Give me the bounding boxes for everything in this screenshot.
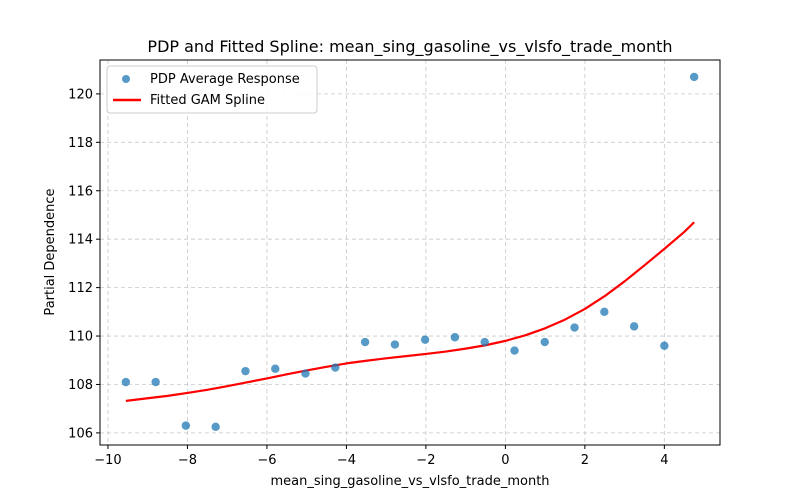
pdp-point bbox=[390, 340, 400, 349]
x-axis-label: mean_sing_gasoline_vs_vlsfo_trade_month bbox=[270, 474, 549, 489]
y-tick-label: 118 bbox=[68, 136, 93, 151]
y-tick-label: 106 bbox=[68, 426, 93, 441]
plot-frame bbox=[99, 59, 721, 446]
pdp-point bbox=[181, 421, 191, 430]
x-tick-label: −4 bbox=[337, 453, 356, 468]
pdp-point bbox=[331, 363, 340, 372]
y-tick-label: 114 bbox=[68, 233, 93, 248]
pdp-point bbox=[121, 377, 131, 387]
legend: PDP Average Response Fitted GAM Spline bbox=[106, 65, 318, 114]
y-tick-label: 116 bbox=[68, 184, 93, 199]
x-tick-label: 4 bbox=[660, 453, 668, 468]
legend-marker-pdp bbox=[122, 75, 130, 83]
legend-box bbox=[106, 65, 318, 114]
x-axis: −10 −8 −6 −4 −2 0 2 4 bbox=[94, 445, 668, 468]
y-tick-label: 110 bbox=[68, 330, 93, 345]
legend-label-pdp: PDP Average Response bbox=[150, 72, 300, 87]
x-tick-label: 0 bbox=[501, 453, 509, 468]
chart-title: PDP and Fitted Spline: mean_sing_gasolin… bbox=[147, 37, 672, 57]
pdp-point bbox=[689, 72, 699, 82]
scatter-layer bbox=[121, 72, 699, 432]
pdp-point bbox=[151, 377, 160, 387]
x-tick-label: −8 bbox=[178, 453, 197, 468]
y-tick-label: 108 bbox=[68, 378, 93, 393]
spline-layer bbox=[125, 221, 695, 403]
y-axis: 106 108 110 112 114 116 118 120 bbox=[68, 87, 100, 441]
pdp-point bbox=[241, 366, 250, 376]
x-tick-label: −2 bbox=[416, 453, 435, 468]
pdp-point bbox=[360, 337, 370, 347]
pdp-point bbox=[600, 307, 609, 317]
pdp-point bbox=[420, 335, 430, 344]
pdp-point bbox=[301, 369, 310, 378]
grid bbox=[100, 60, 720, 445]
pdp-point bbox=[480, 337, 489, 347]
pdp-point bbox=[271, 364, 280, 373]
pdp-point bbox=[510, 346, 519, 355]
legend-label-spline: Fitted GAM Spline bbox=[150, 93, 265, 108]
y-axis-label: Partial Dependence bbox=[43, 188, 58, 315]
x-tick-label: −6 bbox=[257, 453, 276, 468]
pdp-point bbox=[570, 323, 579, 332]
y-tick-label: 112 bbox=[68, 281, 93, 296]
pdp-point bbox=[660, 341, 669, 350]
pdp-point bbox=[450, 333, 460, 342]
fitted-spline-line bbox=[125, 221, 695, 403]
pdp-point bbox=[211, 422, 220, 432]
y-tick-label: 120 bbox=[68, 87, 93, 102]
x-tick-label: −10 bbox=[94, 453, 121, 468]
pdp-point bbox=[540, 337, 549, 347]
x-tick-label: 2 bbox=[581, 453, 589, 468]
pdp-point bbox=[629, 322, 639, 331]
